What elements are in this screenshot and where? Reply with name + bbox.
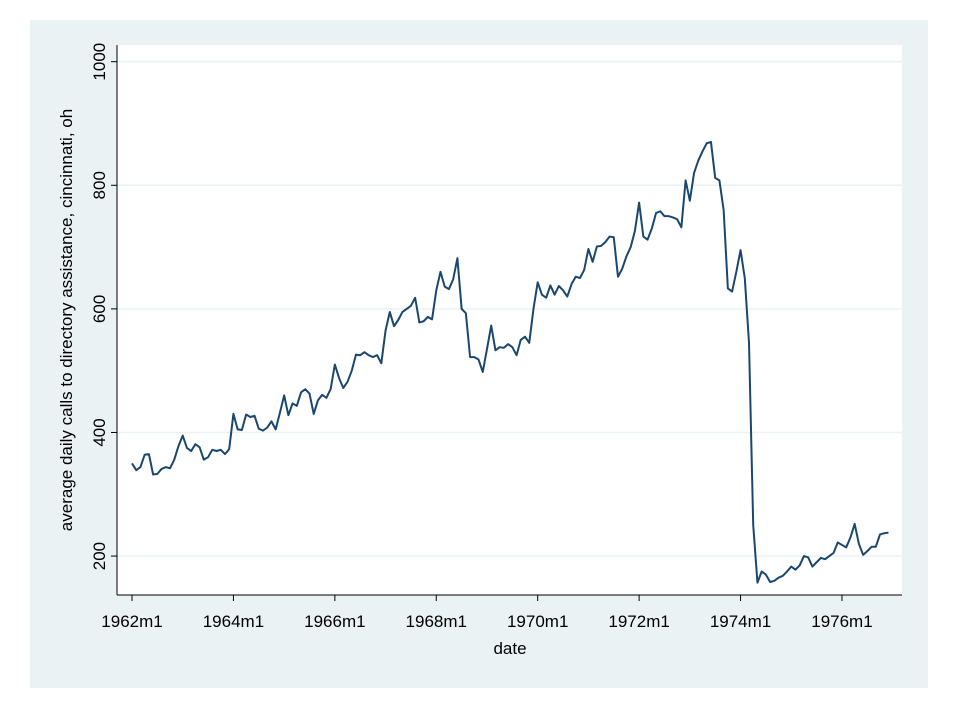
y-tick-label: 200: [90, 542, 109, 570]
x-axis-title: date: [493, 639, 526, 658]
x-tick-label: 1962m1: [101, 612, 162, 631]
data-line: [131, 141, 889, 584]
x-tick-label: 1974m1: [710, 612, 771, 631]
y-tick-label: 800: [90, 171, 109, 199]
x-tick-label: 1976m1: [811, 612, 872, 631]
plot-area: [117, 45, 902, 595]
x-tick-label: 1972m1: [608, 612, 669, 631]
y-axis-title: average daily calls to directory assista…: [57, 109, 76, 531]
x-tick-label: 1964m1: [203, 612, 264, 631]
y-tick-label: 400: [90, 418, 109, 446]
y-tick-label: 600: [90, 295, 109, 323]
x-tick-label: 1968m1: [406, 612, 467, 631]
y-tick-label: 1000: [90, 43, 109, 81]
x-tick-label: 1966m1: [304, 612, 365, 631]
x-tick-label: 1970m1: [507, 612, 568, 631]
